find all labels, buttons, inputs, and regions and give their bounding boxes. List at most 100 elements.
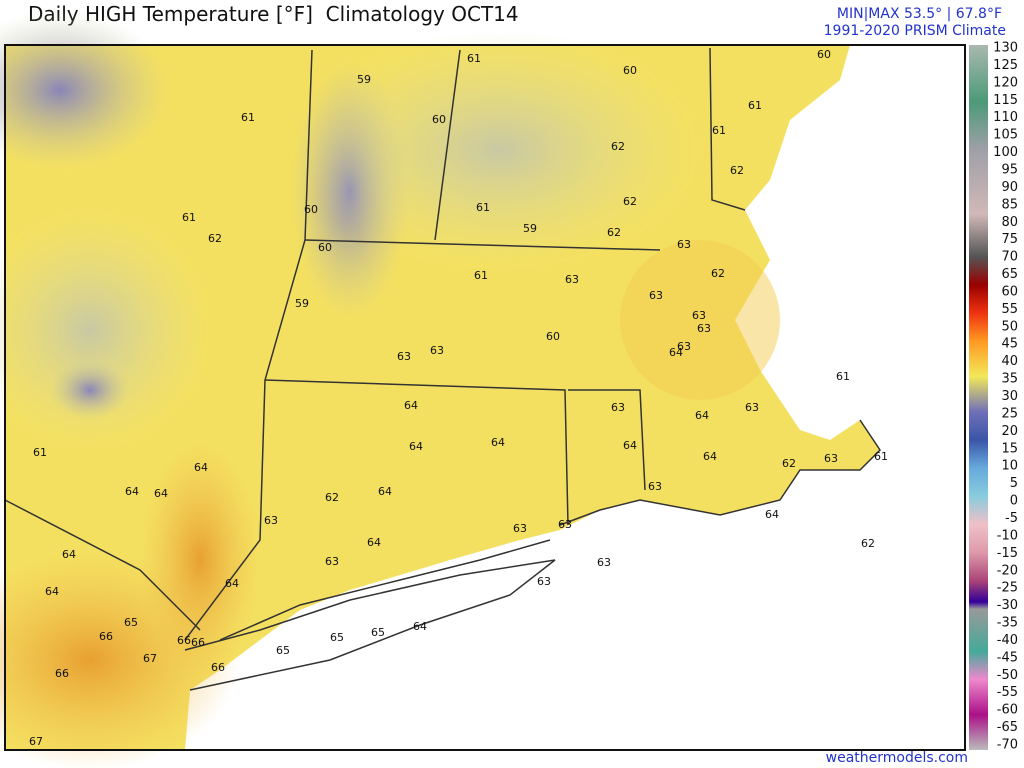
- colorbar-label: 5: [1010, 476, 1018, 491]
- temperature-label: 63: [677, 238, 691, 251]
- colorbar-label: 130: [993, 41, 1018, 56]
- colorbar-label: 70: [1001, 250, 1018, 265]
- colorbar-label: -45: [997, 650, 1018, 665]
- temperature-label: 63: [692, 309, 706, 322]
- temperature-label: 63: [745, 401, 759, 414]
- colorbar-label: -55: [997, 685, 1018, 700]
- credit: weathermodels.com: [825, 750, 968, 766]
- temperature-label: 64: [413, 620, 427, 633]
- temperature-label: 61: [241, 111, 255, 124]
- colorbar-label: -40: [997, 633, 1018, 648]
- temperature-label: 60: [432, 113, 446, 126]
- temperature-label: 63: [513, 522, 527, 535]
- temperature-label: 61: [874, 450, 888, 463]
- temperature-label: 62: [611, 140, 625, 153]
- temperature-label: 63: [537, 575, 551, 588]
- temperature-label: 62: [607, 226, 621, 239]
- temperature-label: 65: [276, 644, 290, 657]
- temperature-label: 64: [404, 399, 418, 412]
- temperature-label: 63: [697, 322, 711, 335]
- colorbar-label: 125: [993, 58, 1018, 73]
- colorbar-label: 30: [1001, 389, 1018, 404]
- temperature-label: 64: [45, 585, 59, 598]
- colorbar-label: 0: [1010, 494, 1018, 509]
- colorbar-label: -30: [997, 598, 1018, 613]
- min-max: MIN|MAX 53.5° | 67.8°F: [836, 6, 1002, 22]
- temperature-label: 60: [304, 203, 318, 216]
- map-labels: 59 61 60 60 61 60 61 61 62 62 61 62 60 61 59 62 62 63 60 62…: [29, 48, 888, 748]
- temperature-label: 65: [124, 616, 138, 629]
- colorbar-label: 90: [1001, 180, 1018, 195]
- temperature-label: 63: [430, 344, 444, 357]
- temperature-label: 61: [712, 124, 726, 137]
- colorbar-label: 115: [993, 93, 1018, 108]
- temperature-label: 61: [467, 52, 481, 65]
- temperature-label: 62: [711, 267, 725, 280]
- temperature-label: 63: [325, 555, 339, 568]
- colorbar-label: 65: [1001, 267, 1018, 282]
- colorbar-label: 100: [993, 145, 1018, 160]
- temperature-label: 63: [824, 452, 838, 465]
- colorbar-label: 110: [993, 110, 1018, 125]
- temperature-label: 63: [611, 401, 625, 414]
- colorbar: [969, 45, 988, 750]
- temperature-label: 62: [623, 195, 637, 208]
- temperature-label: 63: [565, 273, 579, 286]
- temperature-label: 63: [597, 556, 611, 569]
- colorbar-label: 50: [1001, 319, 1018, 334]
- colorbar-label: 95: [1001, 162, 1018, 177]
- temperature-label: 64: [225, 577, 239, 590]
- colorbar-label: 120: [993, 75, 1018, 90]
- temperature-label: 66: [177, 634, 191, 647]
- land: [0, 10, 880, 768]
- temperature-label: 61: [836, 370, 850, 383]
- colorbar-label: -15: [997, 546, 1018, 561]
- colorbar-label: 80: [1001, 215, 1018, 230]
- temperature-label: 62: [782, 457, 796, 470]
- colorbar-label: 55: [1001, 302, 1018, 317]
- colorbar-label: 25: [1001, 406, 1018, 421]
- temperature-label: 59: [523, 222, 537, 235]
- temperature-label: 59: [357, 73, 371, 86]
- temperature-label: 62: [325, 491, 339, 504]
- temperature-label: 63: [558, 518, 572, 531]
- temperature-label: 59: [295, 297, 309, 310]
- borders: [4, 47, 881, 691]
- colorbar-labels: 1301251201151101051009590858075706560555…: [993, 41, 1018, 753]
- temperature-label: 62: [208, 232, 222, 245]
- temperature-label: 61: [476, 201, 490, 214]
- temperature-label: 63: [397, 350, 411, 363]
- temperature-label: 64: [695, 409, 709, 422]
- temperature-label: 64: [62, 548, 76, 561]
- colorbar-label: 10: [1001, 459, 1018, 474]
- colorbar-label: -5: [1005, 511, 1018, 526]
- colorbar-label: 20: [1001, 424, 1018, 439]
- temperature-label: 64: [378, 485, 392, 498]
- temperature-label: 66: [191, 636, 205, 649]
- colorbar-label: 15: [1001, 441, 1018, 456]
- temperature-label: 64: [154, 487, 168, 500]
- colorbar-label: 45: [1001, 337, 1018, 352]
- temperature-label: 65: [371, 626, 385, 639]
- temperature-label: 66: [211, 661, 225, 674]
- temperature-label: 61: [33, 446, 47, 459]
- temperature-label: 63: [648, 480, 662, 493]
- temperature-label: 62: [730, 164, 744, 177]
- temperature-label: 61: [748, 99, 762, 112]
- temperature-label: 64: [491, 436, 505, 449]
- temperature-label: 64: [669, 346, 683, 359]
- temperature-label: 64: [703, 450, 717, 463]
- colorbar-label: 40: [1001, 354, 1018, 369]
- temperature-label: 63: [264, 514, 278, 527]
- source: 1991-2020 PRISM Climate: [823, 23, 1006, 39]
- colorbar-label: -50: [997, 668, 1018, 683]
- temperature-label: 60: [546, 330, 560, 343]
- title: Daily HIGH Temperature [°F] Climatology …: [28, 2, 519, 26]
- temperature-label: 64: [623, 439, 637, 452]
- colorbar-label: 85: [1001, 197, 1018, 212]
- temperature-label: 64: [125, 485, 139, 498]
- colorbar-label: -70: [997, 738, 1018, 753]
- temperature-label: 64: [367, 536, 381, 549]
